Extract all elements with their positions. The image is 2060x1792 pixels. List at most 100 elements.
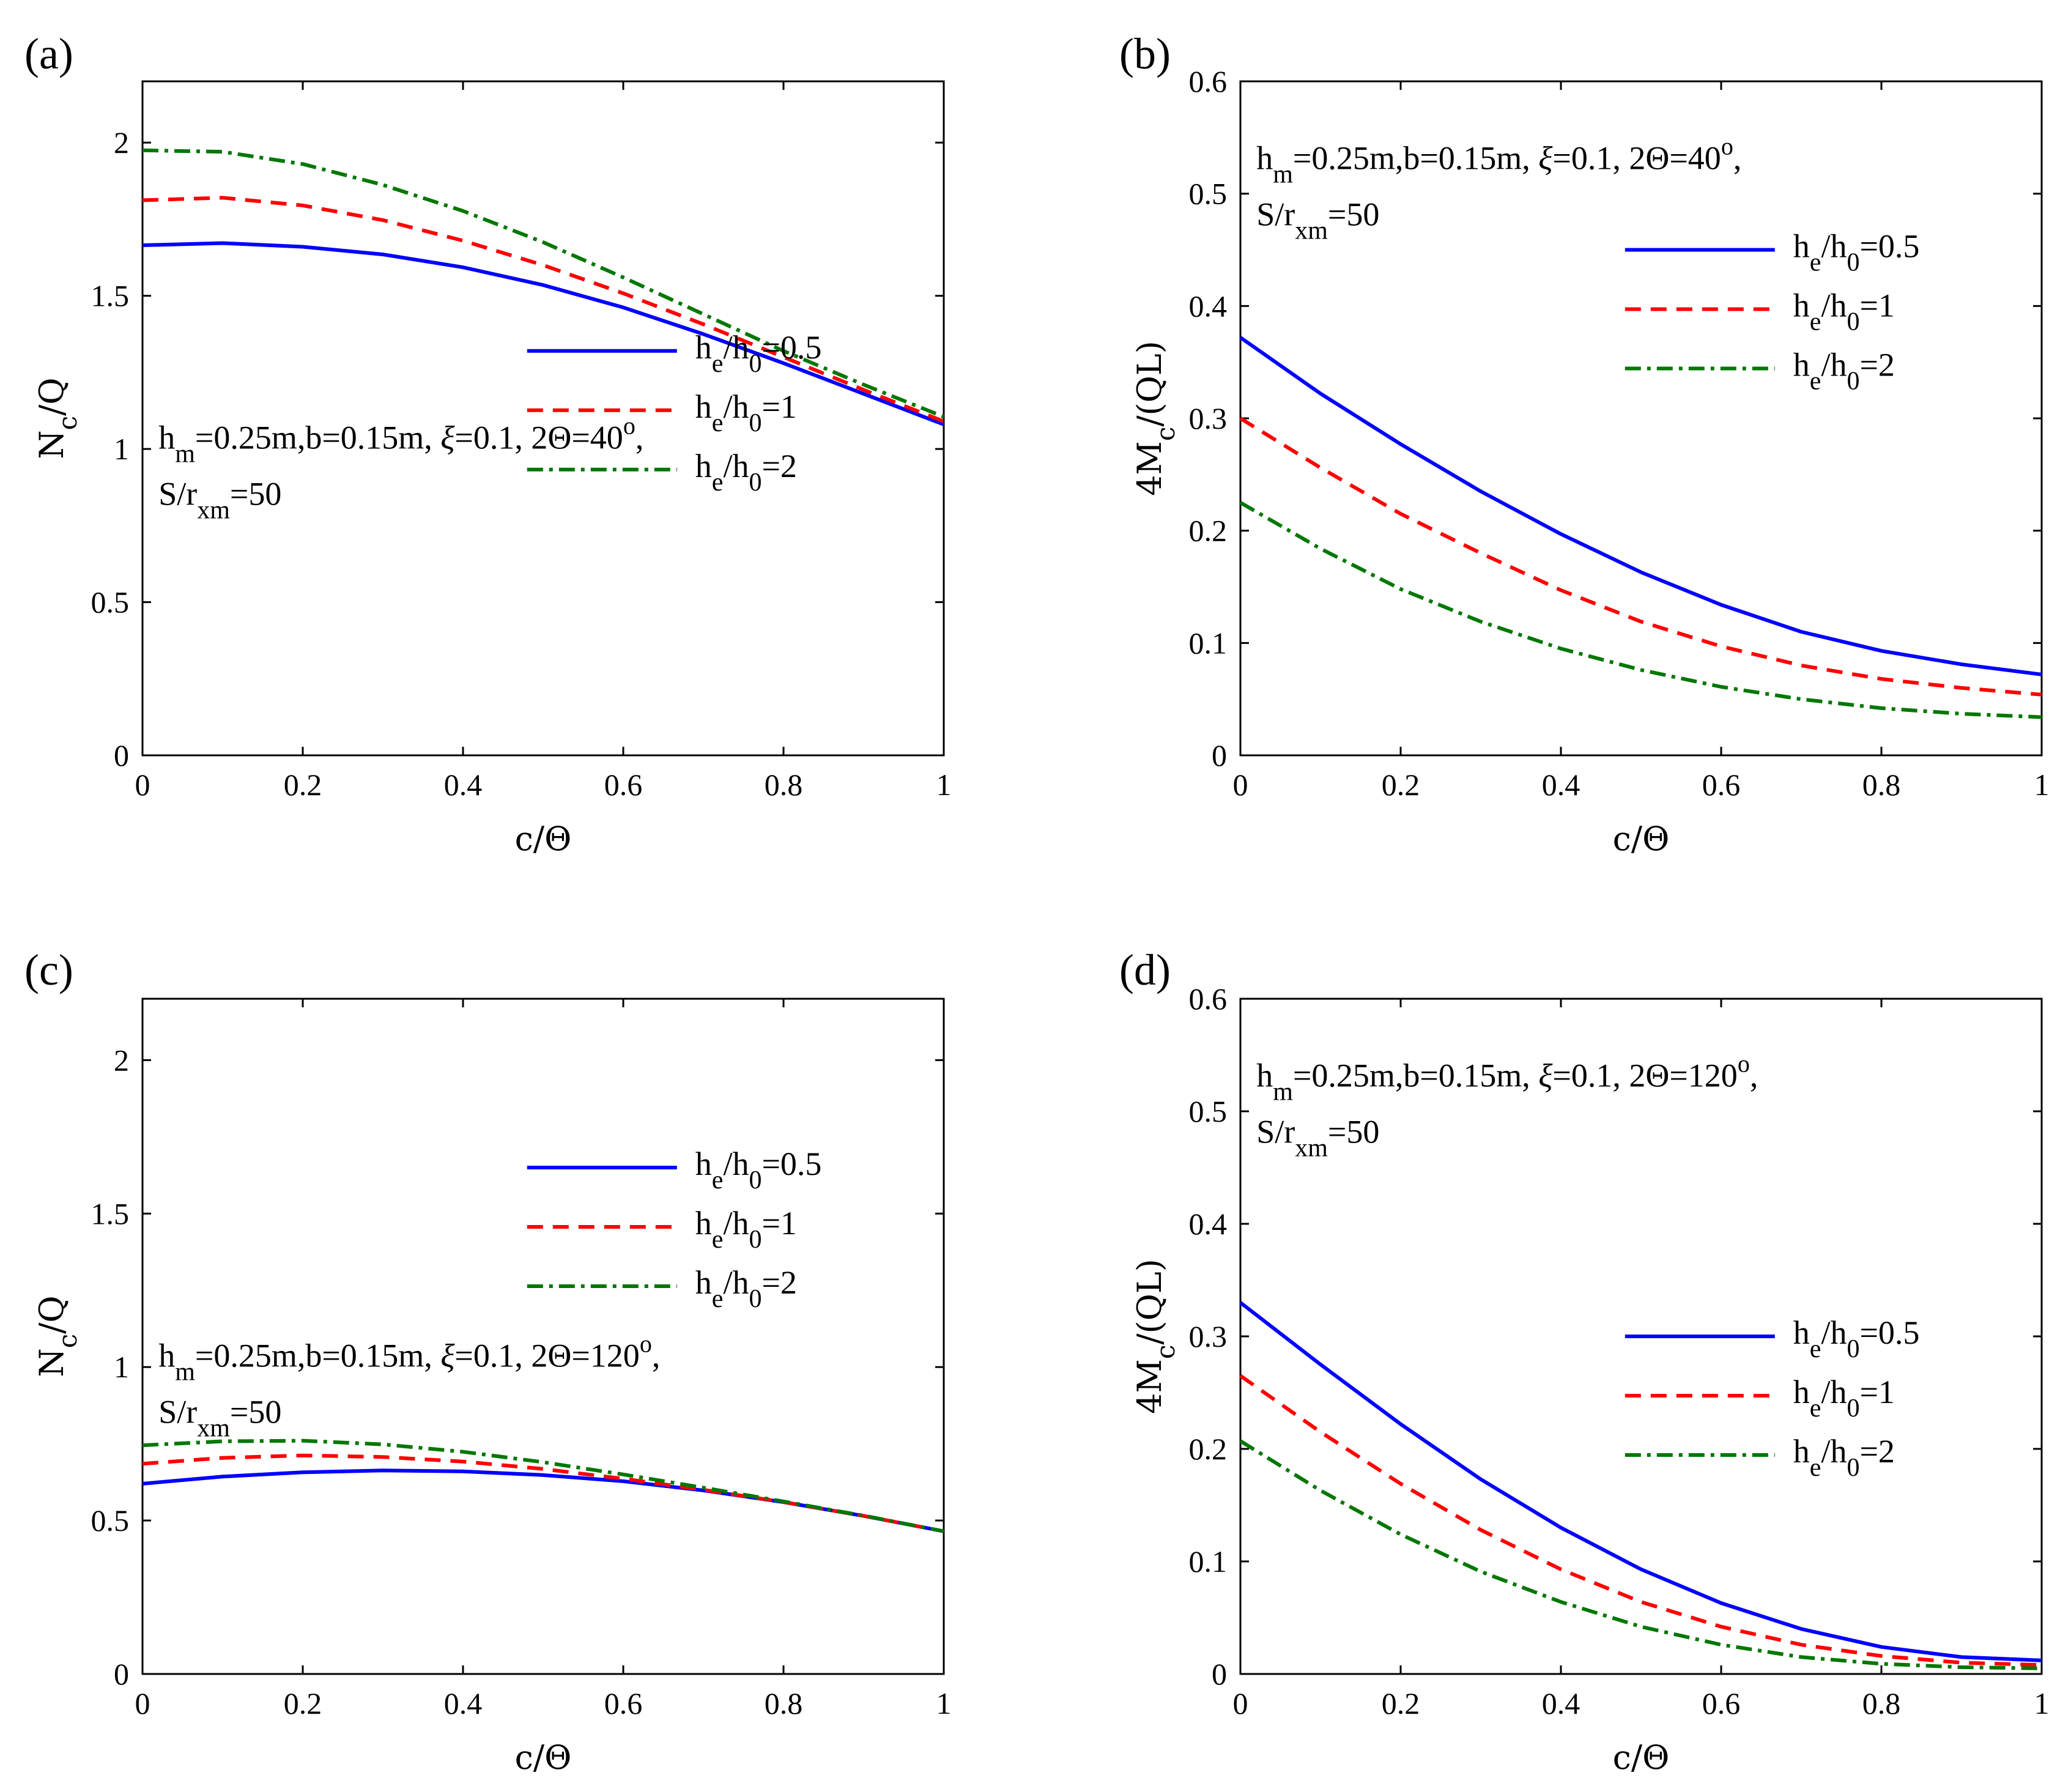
x-tick-label: 0.6 <box>604 1686 643 1720</box>
y-tick-label: 0.2 <box>1189 514 1228 548</box>
legend-label: he/h0=1 <box>695 388 797 437</box>
x-tick-label: 1 <box>2034 768 2050 802</box>
parameter-annotation: hm=0.25m,b=0.15m, ξ=0.1, 2Θ=40o, S/rxm=50 <box>1256 132 1741 245</box>
x-tick-label: 1 <box>936 768 952 802</box>
annotation-line-2: S/rxm=50 <box>1256 196 1379 245</box>
legend-label: he/h0=1 <box>1793 287 1895 336</box>
y-tick-label: 1 <box>114 1350 129 1384</box>
y-tick-label: 0.1 <box>1189 1544 1228 1579</box>
x-axis-label: c/Θ <box>1613 820 1670 858</box>
y-tick-label: 0 <box>1212 738 1227 772</box>
annotation-line-2: S/rxm=50 <box>158 1394 281 1443</box>
panel-label: (d) <box>1119 946 1171 994</box>
legend-label: he/h0=1 <box>695 1205 797 1254</box>
series-line-1 <box>1239 336 2042 676</box>
annotation-line-1: hm=0.25m,b=0.15m, ξ=0.1, 2Θ=40o, <box>158 412 643 468</box>
legend-label: he/h0=0.5 <box>1793 1314 1920 1363</box>
legend-label: he/h0=2 <box>695 1264 797 1313</box>
x-axis-label: c/Θ <box>515 820 572 858</box>
x-tick-label: 1 <box>2034 1686 2050 1720</box>
x-tick-label: 0.4 <box>1542 1686 1580 1720</box>
y-tick-label: 0.3 <box>1189 1319 1228 1353</box>
legend-label: he/h0=0.5 <box>1793 228 1920 277</box>
x-tick-label: 0.6 <box>1702 1686 1741 1720</box>
x-tick-label: 0.8 <box>1862 768 1901 802</box>
y-tick-label: 0.5 <box>91 1503 130 1538</box>
x-tick-label: 0 <box>135 768 150 802</box>
parameter-annotation: hm=0.25m,b=0.15m, ξ=0.1, 2Θ=40o, S/rxm=50 <box>158 412 643 525</box>
x-tick-label: 0.8 <box>765 768 803 802</box>
parameter-annotation: hm=0.25m,b=0.15m, ξ=0.1, 2Θ=120o, S/rxm=5… <box>158 1330 660 1443</box>
annotation-line-2: S/rxm=50 <box>158 476 281 525</box>
y-axis-label-group: 4Mc/(QL) <box>1130 341 1180 496</box>
chart-panel-1: (a) 0 0.2 0.4 0.6 0.8 1 0 0.5 1 1.5 2 c/Θ Nc/Q he/h0=0… <box>24 29 952 858</box>
y-tick-label: 0.3 <box>1189 401 1228 435</box>
y-tick-label: 0 <box>114 738 129 772</box>
chart-panel-4: (d) 0 0.2 0.4 0.6 0.8 1 0 0.1 0.2 0.3 0.4 0.5 0.6 c/Θ 4… <box>1119 946 2050 1777</box>
x-tick-label: 0 <box>135 1686 150 1720</box>
y-tick-label: 1 <box>114 432 129 466</box>
x-tick-label: 0.6 <box>1702 768 1741 802</box>
plot-frame <box>141 80 945 757</box>
panel-label: (b) <box>1119 29 1171 78</box>
series-line-2 <box>1239 417 2042 697</box>
y-tick-label: 0.4 <box>1189 1207 1228 1241</box>
x-tick-label: 0.2 <box>284 1686 322 1720</box>
legend-label: he/h0=0.5 <box>695 329 822 378</box>
parameter-annotation: hm=0.25m,b=0.15m, ξ=0.1, 2Θ=120o, S/rxm=5… <box>1256 1050 1758 1163</box>
annotation-line-1: hm=0.25m,b=0.15m, ξ=0.1, 2Θ=40o, <box>1256 132 1741 188</box>
legend-label: he/h0=2 <box>1793 1433 1895 1482</box>
y-tick-label: 0.6 <box>1189 64 1228 98</box>
x-tick-label: 0.2 <box>284 768 322 802</box>
y-tick-label: 0.5 <box>1189 1094 1228 1128</box>
x-tick-label: 0 <box>1233 768 1248 802</box>
series-line-3 <box>1239 501 2042 719</box>
y-axis-label: 4Mc/(QL) <box>1130 341 1180 496</box>
y-tick-label: 0 <box>114 1657 129 1691</box>
panel-label: (c) <box>24 946 73 994</box>
y-tick-label: 0.5 <box>91 585 130 620</box>
series-line-3 <box>142 1438 944 1533</box>
y-axis-label: Nc/Q <box>32 377 83 459</box>
y-axis-label-group: Nc/Q <box>32 377 83 459</box>
y-tick-label: 1.5 <box>91 279 130 313</box>
series-line-1 <box>142 1468 944 1533</box>
legend: he/h0=0.5 he/h0=1 he/h0=2 <box>1625 1314 1920 1482</box>
y-tick-label: 2 <box>114 1043 129 1077</box>
y-tick-label: 0.1 <box>1189 626 1228 660</box>
chart-panel-3: (c) 0 0.2 0.4 0.6 0.8 1 0 0.5 1 1.5 2 c/Θ Nc/Q he/h0=0… <box>24 946 952 1777</box>
y-axis-label-group: 4Mc/(QL) <box>1130 1259 1180 1414</box>
y-tick-label: 0 <box>1212 1657 1227 1691</box>
legend-label: he/h0=0.5 <box>695 1146 822 1194</box>
series-line-1 <box>142 241 945 426</box>
series-line-3 <box>142 148 945 419</box>
x-axis-label: c/Θ <box>1613 1738 1670 1777</box>
chart-panel-2: (b) 0 0.2 0.4 0.6 0.8 1 0 0.1 0.2 0.3 0.4 0.5 0.6 c/Θ 4… <box>1119 29 2050 858</box>
y-axis-label: Nc/Q <box>32 1295 83 1377</box>
panel-label: (a) <box>24 29 73 78</box>
y-axis-label: 4Mc/(QL) <box>1130 1259 1180 1414</box>
y-axis-label-group: Nc/Q <box>32 1295 83 1377</box>
legend: he/h0=0.5 he/h0=1 he/h0=2 <box>527 329 822 497</box>
series-line-2 <box>142 196 945 423</box>
x-tick-label: 0.4 <box>444 1686 483 1720</box>
y-tick-label: 0.2 <box>1189 1432 1228 1466</box>
y-tick-label: 0.6 <box>1189 982 1228 1016</box>
x-tick-label: 0.2 <box>1382 1686 1420 1720</box>
y-tick-label: 0.5 <box>1189 177 1228 211</box>
x-tick-label: 0.8 <box>765 1686 803 1720</box>
x-tick-label: 0.6 <box>604 768 643 802</box>
x-tick-label: 0.8 <box>1862 1686 1901 1720</box>
x-tick-label: 0 <box>1233 1686 1248 1720</box>
series-line-3 <box>1239 1439 2042 1670</box>
series-line-2 <box>142 1453 944 1533</box>
x-axis-label: c/Θ <box>515 1738 572 1777</box>
legend-label: he/h0=2 <box>1793 347 1895 396</box>
legend: he/h0=0.5 he/h0=1 he/h0=2 <box>527 1146 822 1313</box>
annotation-line-1: hm=0.25m,b=0.15m, ξ=0.1, 2Θ=120o, <box>1256 1050 1758 1106</box>
legend-label: he/h0=2 <box>695 448 797 497</box>
y-tick-label: 0.4 <box>1189 289 1228 323</box>
x-tick-label: 0.4 <box>444 768 483 802</box>
x-tick-label: 1 <box>936 1686 952 1720</box>
